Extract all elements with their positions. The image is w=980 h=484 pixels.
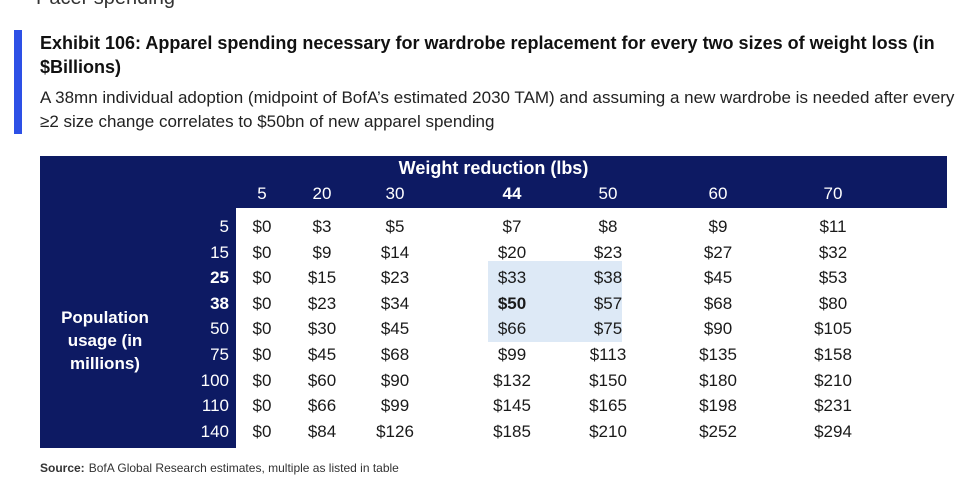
table-cell: $5: [385, 217, 405, 236]
source-note: Source: BofA Global Research estimates, m…: [40, 461, 399, 475]
table-cell: $45: [307, 345, 337, 364]
table-cell: $11: [819, 217, 847, 236]
table-cell: $0: [252, 396, 272, 416]
table-cell: $66: [497, 319, 527, 339]
table-cell: $27: [703, 242, 733, 262]
table-cell: $15: [307, 268, 337, 288]
table-cell: $7: [502, 217, 522, 236]
exhibit-subtitle: A 38mn individual adoption (midpoint of …: [40, 88, 955, 131]
row-header: 110: [201, 396, 229, 416]
table-cell: $20: [497, 242, 527, 262]
table-cell: $9: [312, 242, 332, 262]
table-cell: $126: [376, 421, 414, 441]
table-cell: $33: [497, 268, 527, 288]
table-cell: $145: [493, 396, 531, 416]
source-text: BofA Global Research estimates, multiple…: [88, 461, 399, 475]
table-cell: $14: [380, 242, 410, 262]
data-table: Weight reduction (lbs) Population usage …: [40, 156, 947, 448]
table-cell: $0: [252, 242, 272, 262]
table-cell: $231: [814, 396, 852, 416]
table-cell: $99: [497, 345, 527, 364]
table-cell: $0: [252, 421, 272, 441]
table-header-band: [40, 156, 947, 208]
table-cell: $3: [312, 217, 332, 236]
table-cell: $0: [252, 370, 272, 390]
row-group-label: Population usage (in millions): [61, 308, 149, 373]
table-cell: $50: [497, 293, 527, 313]
table-cell: $30: [307, 319, 337, 339]
table-cell: $0: [252, 217, 272, 236]
table-cell: $294: [814, 421, 852, 441]
table-cell: $180: [699, 370, 737, 390]
table-cell: $185: [493, 421, 531, 441]
table-cell: $84: [307, 421, 337, 441]
table-cell: $158: [814, 345, 852, 364]
table-cell: $0: [252, 345, 272, 364]
table-cell: $0: [252, 293, 272, 313]
table-cell: $34: [380, 293, 410, 313]
highlight-block: [488, 261, 622, 342]
column-header: 20: [312, 184, 332, 203]
row-header: 50: [210, 319, 229, 339]
table-cell: $53: [818, 268, 848, 288]
table-cell: $23: [380, 268, 410, 288]
table-cell: $8: [598, 217, 618, 236]
row-header: 75: [210, 345, 229, 364]
table-cell: $252: [699, 421, 737, 441]
table-cell: $135: [699, 345, 737, 364]
table-cell: $60: [307, 370, 337, 390]
table-cell: $68: [703, 293, 733, 313]
table-cell: $165: [589, 396, 627, 416]
table-cell: $99: [380, 396, 410, 416]
row-header: 25: [210, 268, 229, 288]
table-cell: $32: [818, 242, 848, 262]
column-header: 60: [708, 184, 728, 203]
table-cell: $80: [818, 293, 848, 313]
table-cell: $45: [703, 268, 733, 288]
column-header: 5: [257, 184, 267, 203]
column-header: 44: [502, 184, 522, 203]
table-cell: $68: [380, 345, 410, 364]
table-cell: $113: [589, 345, 627, 364]
table-cell: $90: [380, 370, 410, 390]
table-cell: $23: [307, 293, 337, 313]
table-cell: $9: [708, 217, 728, 236]
table-cell: $66: [307, 396, 337, 416]
column-header: 50: [598, 184, 618, 203]
table-row-header-band: [40, 208, 236, 448]
column-header: 70: [823, 184, 843, 203]
table-cell: $45: [380, 319, 410, 339]
table-cell: $210: [814, 370, 852, 390]
exhibit-title: Exhibit 106: Apparel spending necessary …: [40, 33, 935, 77]
table-cell: $57: [593, 293, 623, 313]
table-cell: $0: [252, 268, 272, 288]
table-cell: $132: [493, 370, 531, 390]
table-cell: $90: [703, 319, 733, 339]
column-header: 30: [385, 184, 405, 203]
row-header: 5: [219, 217, 229, 236]
table-cell: $150: [589, 370, 627, 390]
table-cell: $105: [814, 319, 852, 339]
source-label: Source:: [40, 461, 85, 475]
table-cell: $75: [593, 319, 623, 339]
accent-bar: [14, 30, 22, 134]
table-cell: $38: [593, 268, 623, 288]
table-cell: $210: [589, 421, 627, 441]
row-header: 140: [200, 421, 229, 441]
row-header: 15: [210, 242, 229, 262]
table-cell: $198: [699, 396, 737, 416]
page-fragment-text: Pacer spending: [36, 0, 175, 10]
table-header-title: Weight reduction (lbs): [398, 158, 589, 178]
table-cell: $0: [252, 319, 272, 339]
row-header: 38: [210, 293, 229, 313]
table-cell: $23: [593, 242, 623, 262]
row-header: 100: [200, 370, 229, 390]
